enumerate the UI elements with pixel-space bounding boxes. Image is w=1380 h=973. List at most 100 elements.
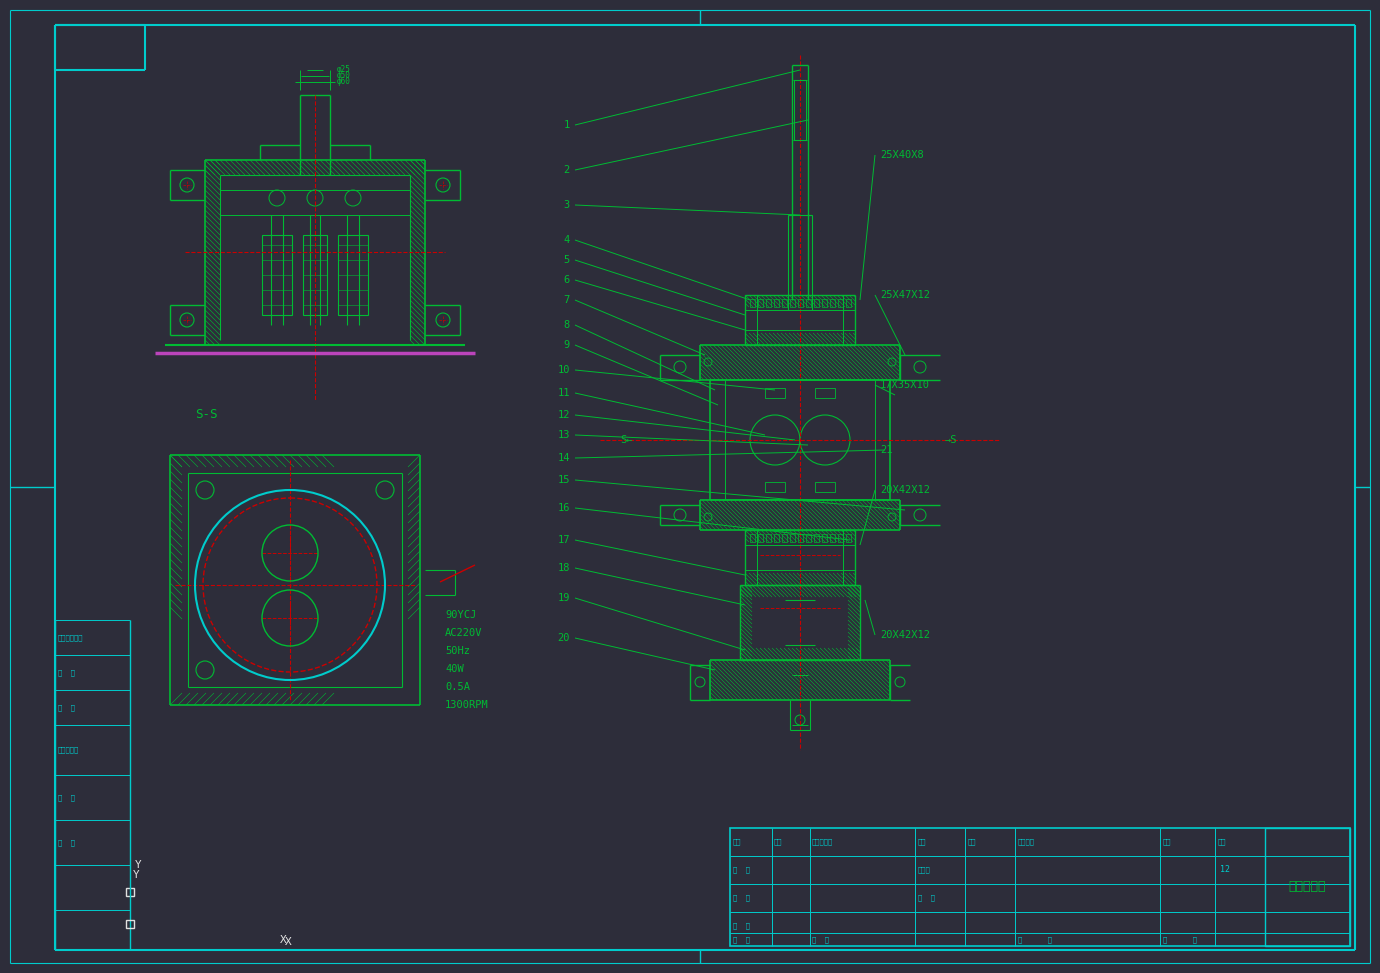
Text: S-S: S-S [195, 409, 218, 421]
Text: 25X47X12: 25X47X12 [880, 290, 930, 300]
Text: 减速差速器: 减速差速器 [1289, 881, 1326, 893]
Text: 批      准: 批 准 [1018, 937, 1052, 943]
Bar [262, 235, 293, 315]
Text: 19: 19 [558, 593, 570, 603]
Bar [758, 299, 763, 307]
Text: 7: 7 [564, 295, 570, 305]
Text: 40W: 40W [444, 664, 464, 674]
Bar [798, 299, 803, 307]
Text: Y: Y [132, 870, 139, 880]
Text: 质量: 质量 [1163, 839, 1172, 846]
Bar [829, 299, 835, 307]
Text: 处数: 处数 [774, 839, 782, 846]
Bar [338, 235, 368, 315]
Text: S←: S← [620, 435, 632, 445]
Text: 材料代号: 材料代号 [1018, 839, 1035, 846]
Text: 8: 8 [564, 320, 570, 330]
Text: 工  艺: 工 艺 [733, 922, 749, 929]
Bar [765, 388, 785, 398]
Text: 10: 10 [558, 365, 570, 375]
Bar [749, 299, 755, 307]
Bar [838, 534, 843, 542]
Text: 13: 13 [558, 430, 570, 440]
Text: 2: 2 [564, 165, 570, 175]
Bar [126, 920, 134, 928]
Bar [822, 534, 827, 542]
Text: 21: 21 [880, 445, 893, 455]
Text: 12: 12 [1220, 866, 1230, 875]
Text: 12: 12 [558, 410, 570, 420]
Text: 检  描: 检 描 [58, 704, 75, 711]
Bar [814, 299, 818, 307]
Bar [758, 534, 763, 542]
Bar [838, 299, 843, 307]
Bar [789, 534, 795, 542]
Text: 9: 9 [564, 340, 570, 350]
Text: 20X42X12: 20X42X12 [880, 485, 930, 495]
Bar [304, 235, 327, 315]
Bar [782, 299, 787, 307]
Text: 签字: 签字 [918, 839, 926, 846]
Bar [749, 534, 755, 542]
Text: 批      准: 批 准 [1163, 937, 1196, 943]
Text: 16: 16 [558, 503, 570, 513]
Bar [766, 534, 771, 542]
Text: 标记: 标记 [733, 839, 741, 846]
Text: 20X42X12: 20X42X12 [880, 630, 930, 640]
Bar [730, 828, 1350, 946]
Text: 1300RPM: 1300RPM [444, 700, 489, 710]
Text: Y: Y [135, 860, 142, 870]
Bar [798, 534, 803, 542]
Bar [789, 299, 795, 307]
Text: 批  准: 批 准 [811, 937, 829, 943]
Bar [774, 299, 778, 307]
Text: 设  计: 设 计 [733, 867, 749, 874]
Text: φ50: φ50 [337, 71, 351, 81]
Text: 签  字: 签 字 [58, 794, 75, 801]
Bar [766, 299, 771, 307]
Bar [846, 299, 851, 307]
Bar [816, 482, 835, 492]
Text: 审  核: 审 核 [733, 895, 749, 901]
Text: 5: 5 [564, 255, 570, 265]
Text: 日期: 日期 [967, 839, 977, 846]
Bar [782, 534, 787, 542]
Bar [126, 888, 134, 896]
Text: 日晒图总号: 日晒图总号 [58, 746, 79, 753]
Text: 17: 17 [558, 535, 570, 545]
Text: φ25: φ25 [337, 65, 351, 75]
Bar [774, 534, 778, 542]
Text: →S: →S [945, 435, 958, 445]
Text: 20: 20 [558, 633, 570, 643]
Bar [806, 299, 811, 307]
Text: 3: 3 [564, 200, 570, 210]
Text: 日  期: 日 期 [58, 839, 75, 846]
Text: 15: 15 [558, 475, 570, 485]
Text: φ60: φ60 [337, 78, 351, 87]
Bar [806, 534, 811, 542]
Bar [846, 534, 851, 542]
Text: 11: 11 [558, 388, 570, 398]
Text: 标准化: 标准化 [918, 867, 930, 874]
Text: 90YCJ: 90YCJ [444, 610, 476, 620]
Bar [765, 482, 785, 492]
Text: 18: 18 [558, 563, 570, 573]
Text: X: X [286, 937, 291, 947]
Text: X: X [280, 935, 287, 945]
Bar [829, 534, 835, 542]
Bar [1265, 828, 1350, 946]
Text: 17X35X10: 17X35X10 [880, 380, 930, 390]
Text: 1: 1 [564, 120, 570, 130]
Text: 批  准: 批 准 [918, 895, 936, 901]
Text: AC220V: AC220V [444, 628, 483, 638]
Text: 4: 4 [564, 235, 570, 245]
Bar [816, 388, 835, 398]
Text: 6: 6 [564, 275, 570, 285]
Text: 50Hz: 50Hz [444, 646, 471, 656]
Bar [822, 299, 827, 307]
Text: 25X40X8: 25X40X8 [880, 150, 923, 160]
Text: 14: 14 [558, 453, 570, 463]
Text: 标记组件番记: 标记组件番记 [58, 634, 84, 641]
Bar [814, 534, 818, 542]
Text: 描  图: 描 图 [58, 669, 75, 676]
